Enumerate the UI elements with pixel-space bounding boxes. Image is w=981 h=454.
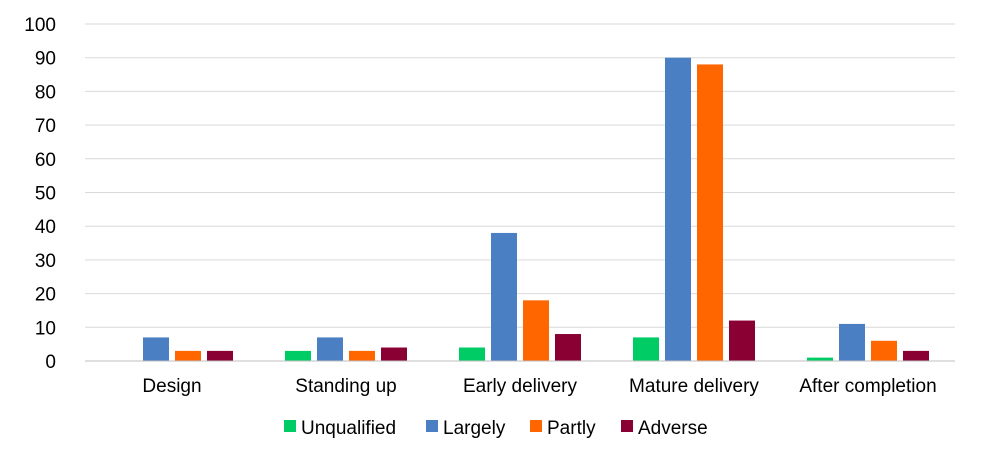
legend-swatch-partly: [530, 420, 542, 432]
bar-adverse-2: [381, 347, 407, 361]
bar-unqualified-5: [807, 357, 833, 361]
x-tick-label: Mature delivery: [629, 376, 759, 397]
y-tick-label: 50: [35, 184, 56, 205]
y-tick-label: 90: [35, 49, 56, 70]
bar-largely-5: [839, 323, 865, 361]
legend-label-unqualified: Unqualified: [301, 418, 396, 439]
bar-largely-4: [665, 57, 691, 361]
bar-adverse-4: [729, 320, 755, 361]
y-axis-labels: 0 10 20 30 40 50 60 70 80 90 100: [24, 15, 56, 373]
legend-swatch-largely: [426, 420, 438, 432]
y-tick-label: 20: [35, 285, 56, 306]
bar-unqualified-3: [459, 347, 485, 361]
y-tick-label: 60: [35, 150, 56, 171]
y-tick-label: 70: [35, 116, 56, 137]
gridlines: [85, 23, 955, 328]
bar-largely-2: [317, 337, 343, 361]
legend-label-adverse: Adverse: [638, 418, 708, 439]
bar-adverse-5: [903, 350, 929, 361]
legend: Unqualified Largely Partly Adverse: [284, 418, 708, 439]
legend-swatch-unqualified: [284, 420, 296, 432]
bar-partly-2: [349, 350, 375, 361]
x-tick-label: Early delivery: [463, 376, 578, 397]
bars: [143, 57, 929, 361]
y-tick-label: 80: [35, 82, 56, 103]
bar-partly-4: [697, 64, 723, 361]
bar-unqualified-2: [285, 350, 311, 361]
bar-adverse-1: [207, 350, 233, 361]
y-tick-label: 30: [35, 251, 56, 272]
y-tick-label: 100: [24, 15, 56, 36]
x-tick-label: After completion: [799, 376, 936, 397]
legend-label-partly: Partly: [547, 418, 596, 439]
x-tick-label: Standing up: [295, 376, 396, 397]
bar-partly-1: [175, 350, 201, 361]
bar-adverse-3: [555, 334, 581, 361]
bar-unqualified-4: [633, 337, 659, 361]
bar-largely-3: [491, 232, 517, 361]
legend-swatch-adverse: [621, 420, 633, 432]
bar-largely-1: [143, 337, 169, 361]
bar-partly-5: [871, 340, 897, 361]
bar-partly-3: [523, 300, 549, 361]
legend-label-largely: Largely: [443, 418, 506, 439]
y-tick-label: 40: [35, 217, 56, 238]
x-axis-labels: Design Standing up Early delivery Mature de…: [142, 376, 936, 397]
y-tick-label: 0: [45, 352, 56, 373]
x-tick-label: Design: [142, 376, 201, 397]
y-tick-label: 10: [35, 318, 56, 339]
